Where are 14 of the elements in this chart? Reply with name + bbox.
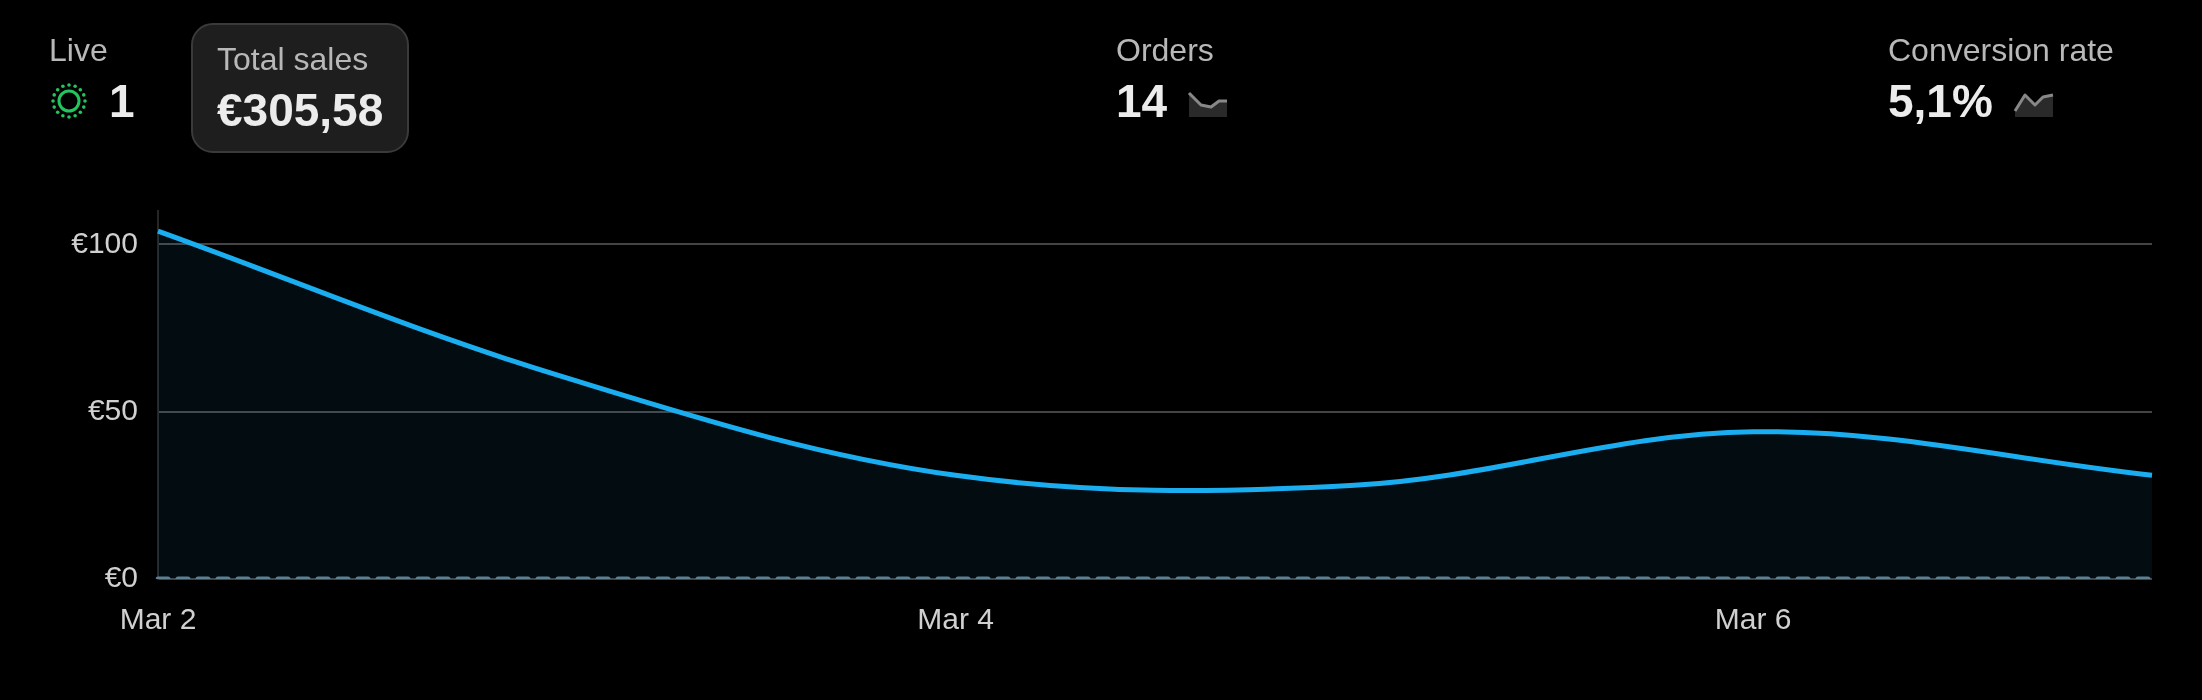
text: 5,1%	[1888, 74, 1993, 128]
x-tick-label: Mar 2	[119, 602, 197, 636]
y-tick-label: €100	[71, 225, 138, 259]
text: €305,58	[217, 83, 384, 137]
text: 1	[109, 74, 135, 128]
y-tick-label: €0	[104, 560, 138, 594]
y-tick-label: €50	[87, 392, 138, 426]
x-tick-label: Mar 4	[917, 602, 994, 636]
text: Live	[49, 31, 109, 70]
x-tick-label: Mar 6	[1714, 602, 1792, 636]
text: Conversion rate	[1888, 31, 2114, 70]
text: 14	[1116, 74, 1168, 128]
text: Orders	[1116, 31, 1215, 70]
text: Total sales	[217, 40, 370, 79]
